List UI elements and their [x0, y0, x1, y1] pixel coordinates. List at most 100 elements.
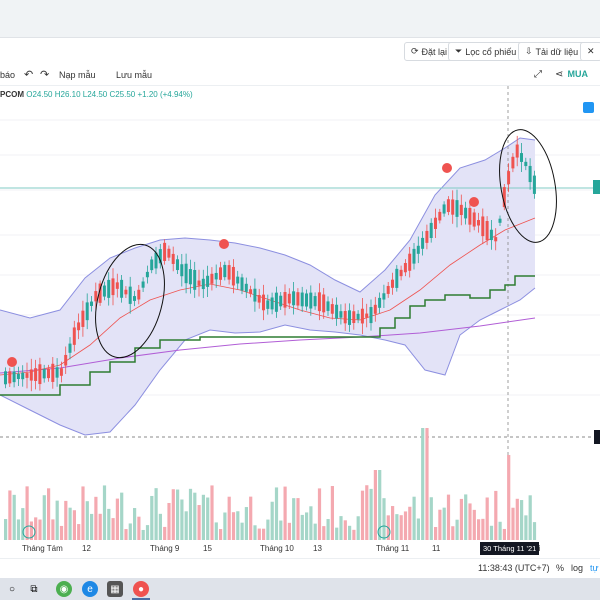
- candle-body: [274, 292, 278, 312]
- symbol-label[interactable]: PCOM: [0, 90, 24, 99]
- bollinger-lower: [0, 287, 536, 436]
- volume-bar: [274, 487, 279, 540]
- alerts-button[interactable]: báo: [0, 70, 16, 80]
- candle-body: [25, 373, 29, 378]
- reset-icon: ⟳: [411, 46, 419, 56]
- volume-bar: [459, 498, 463, 540]
- volume-bar: [223, 512, 227, 540]
- volume-bar: [262, 528, 266, 540]
- volume-bar: [369, 488, 373, 540]
- price-chart[interactable]: [0, 86, 600, 542]
- chrome-icon[interactable]: ◉: [56, 581, 72, 597]
- store-icon[interactable]: ▦: [107, 581, 123, 597]
- candle-body: [511, 156, 515, 169]
- volume-bar: [425, 428, 429, 540]
- volume-bar: [188, 488, 193, 540]
- volume-bar: [227, 496, 231, 540]
- volume-bar: [64, 500, 68, 540]
- volume-bar: [352, 529, 356, 540]
- volume-bar: [77, 524, 81, 540]
- candle-body: [464, 207, 468, 219]
- candle-body: [335, 304, 339, 319]
- volume-bar: [38, 519, 42, 540]
- volume-bar: [8, 490, 12, 540]
- volume-bar: [511, 507, 515, 540]
- share-icon[interactable]: ⋖: [555, 69, 564, 80]
- candle-body: [240, 277, 244, 291]
- load-template-button[interactable]: Nạp mẫu: [59, 70, 96, 80]
- volume-bar: [29, 521, 33, 540]
- volume-bar: [163, 526, 167, 540]
- candle-body: [442, 204, 446, 214]
- open-value: O24.50: [26, 90, 53, 99]
- candle-body: [145, 271, 149, 278]
- scale-toggle-icon[interactable]: [583, 102, 594, 113]
- log-toggle[interactable]: log: [571, 563, 584, 573]
- os-taskbar: ○ ⧉ ◉ e ▦ ●: [0, 578, 600, 600]
- volume-bar: [102, 485, 107, 540]
- percent-toggle[interactable]: %: [556, 563, 565, 573]
- time-label: 15: [203, 544, 212, 553]
- volume-bar: [214, 522, 218, 540]
- active-indicator: [132, 598, 150, 600]
- volume-bar: [133, 508, 137, 540]
- download-data-button[interactable]: ⇩ Tải dữ liệu: [518, 42, 586, 61]
- candle-body: [378, 297, 382, 308]
- candle-body: [55, 367, 59, 378]
- volume-bar: [21, 508, 25, 540]
- buy-button[interactable]: MUA: [567, 69, 589, 79]
- candle-body: [236, 276, 240, 284]
- candle-body: [356, 313, 360, 320]
- candle-body: [120, 279, 124, 298]
- candle-body: [425, 230, 429, 243]
- fullscreen-icon[interactable]: ⤢: [534, 69, 542, 80]
- redo-icon[interactable]: ↷: [40, 69, 50, 81]
- stock-filter-button[interactable]: ⏷ Lọc cổ phiếu: [448, 42, 524, 61]
- candle-body: [102, 285, 106, 297]
- candle-body: [158, 249, 162, 264]
- download-icon: ⇩: [525, 46, 533, 56]
- low-value: L24.50: [82, 90, 108, 99]
- volume-bar: [339, 516, 343, 540]
- candle-body: [348, 310, 351, 325]
- candle-body: [489, 229, 493, 241]
- reset-button[interactable]: ⟳ Đặt lại: [404, 42, 455, 61]
- marker-f: [377, 525, 391, 539]
- time-axis[interactable]: Tháng Tám 12 Tháng 9 15 Tháng 10 13 Thán…: [0, 542, 600, 556]
- candle-body: [141, 281, 145, 288]
- save-template-button[interactable]: Lưu mẫu: [116, 70, 153, 80]
- volume-bar: [98, 513, 102, 540]
- candle-body: [421, 237, 425, 249]
- volume-bar: [249, 496, 253, 540]
- volume-bar: [266, 519, 270, 540]
- candle-body: [296, 292, 300, 306]
- time-label: 12: [82, 544, 91, 553]
- candle-body: [524, 161, 528, 167]
- candle-body: [391, 279, 394, 288]
- candle-body: [133, 296, 136, 301]
- close-button[interactable]: ✕: [580, 42, 600, 61]
- candle-body: [47, 368, 50, 379]
- undo-icon[interactable]: ↶: [24, 69, 34, 81]
- edge-icon[interactable]: e: [82, 581, 98, 597]
- volume-bar: [360, 490, 365, 540]
- active-app-icon[interactable]: ●: [133, 581, 149, 597]
- volume-bar: [47, 488, 51, 540]
- volume-bar: [201, 494, 205, 540]
- volume-bar: [59, 525, 64, 540]
- candle-body: [279, 295, 283, 307]
- volume-bar: [85, 501, 89, 540]
- bollinger-upper: [0, 137, 536, 319]
- candle-body: [81, 310, 85, 327]
- auto-toggle[interactable]: tự: [590, 563, 599, 573]
- candle-body: [167, 248, 171, 258]
- task-view-icon[interactable]: ⧉: [30, 583, 38, 595]
- volume-bar: [124, 529, 128, 540]
- volume-bar: [313, 523, 317, 540]
- volume-bar: [158, 513, 162, 540]
- volume-bar: [107, 508, 111, 540]
- volume-bar: [451, 526, 455, 540]
- search-icon[interactable]: ○: [8, 583, 16, 595]
- marker-s: [7, 357, 17, 367]
- candle-body: [438, 211, 442, 221]
